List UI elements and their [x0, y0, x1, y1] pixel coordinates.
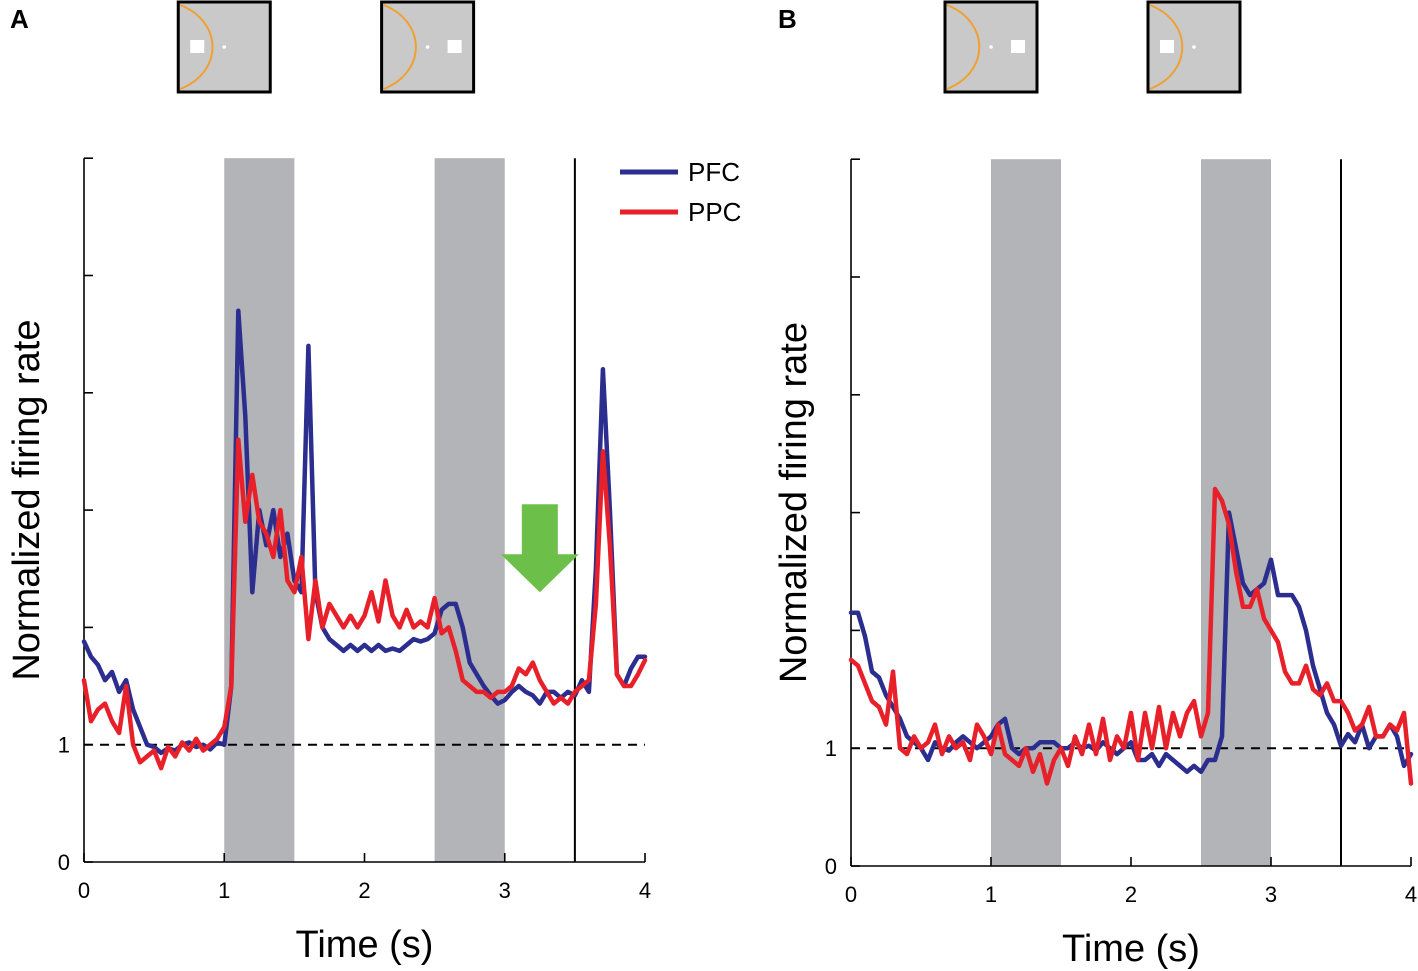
- fixation-point: [1192, 45, 1196, 49]
- x-tick-label: 4: [1405, 882, 1417, 907]
- receptive-field-arc: [179, 4, 214, 90]
- x-tick-label: 0: [78, 878, 90, 903]
- y-axis-title: Normalized firing rate: [6, 320, 48, 681]
- stimulus-period-shade: [991, 159, 1061, 866]
- series-line-ppc: [81, 437, 648, 771]
- x-tick-label: 1: [218, 878, 230, 903]
- panel-letter: A: [10, 4, 29, 34]
- stimulus-square: [1160, 40, 1174, 53]
- y-tick-label: 0: [58, 850, 70, 875]
- x-tick-label: 3: [499, 878, 511, 903]
- stimulus-icon: [1146, 0, 1242, 94]
- x-tick-label: 4: [639, 878, 651, 903]
- fixation-point: [425, 45, 430, 49]
- stimulus-icon: [176, 0, 272, 94]
- stimulus-square: [190, 40, 205, 53]
- fixation-point: [222, 45, 227, 49]
- stimulus-square: [447, 40, 462, 53]
- x-axis-title: Time (s): [296, 924, 434, 966]
- x-tick-label: 2: [358, 878, 370, 903]
- y-tick-label: 0: [825, 854, 837, 879]
- fixation-point: [989, 45, 993, 49]
- x-axis-title: Time (s): [1062, 928, 1200, 970]
- series-line-pfc: [81, 308, 648, 756]
- stimulus-icon: [380, 0, 476, 94]
- y-axis-title: Normalized firing rate: [773, 322, 815, 683]
- receptive-field-arc: [946, 4, 981, 90]
- legend-label-ppc: PPC: [688, 197, 741, 227]
- x-tick-label: 1: [985, 882, 997, 907]
- x-tick-label: 2: [1125, 882, 1137, 907]
- down-arrow-annotation: [500, 504, 579, 593]
- receptive-field-arc: [1149, 4, 1184, 90]
- receptive-field-arc: [383, 4, 417, 90]
- panel-b: B 0 1 0 1 2 3 4 Time (s) Normalized firing rate: [773, 0, 1417, 970]
- series-line-ppc: [848, 486, 1414, 786]
- x-tick-label: 3: [1265, 882, 1277, 907]
- stimulus-period-shade: [434, 158, 505, 862]
- y-tick-label: 1: [58, 733, 70, 758]
- panel-a: A 0 1 0 1 2 3 4 Time (s) Normalized firing rate PF…: [6, 0, 741, 966]
- x-tick-label: 0: [845, 882, 857, 907]
- y-tick-label: 1: [825, 736, 837, 761]
- panel-letter: B: [778, 4, 797, 34]
- stimulus-icon: [943, 0, 1039, 94]
- legend-label-pfc: PFC: [688, 157, 740, 187]
- stimulus-square: [1011, 40, 1025, 53]
